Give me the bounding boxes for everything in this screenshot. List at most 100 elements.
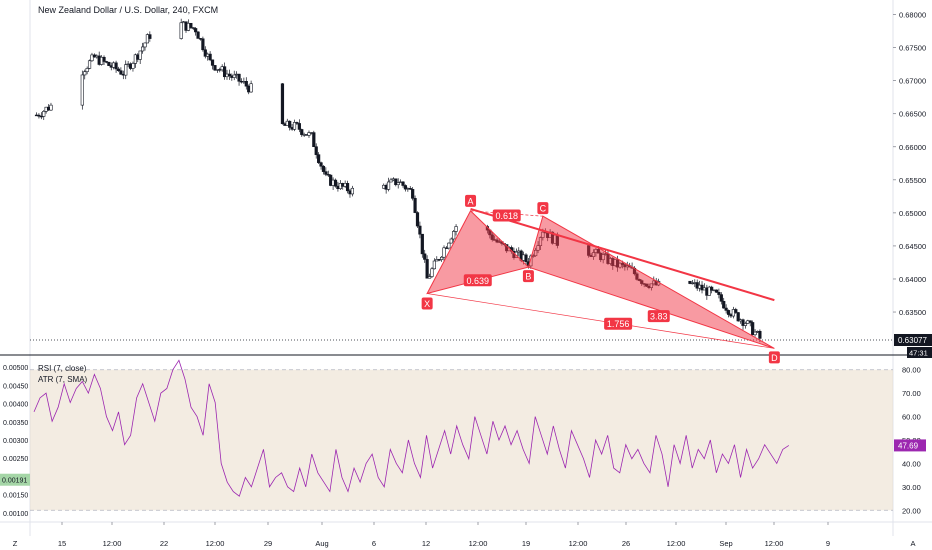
candle-body <box>734 309 738 313</box>
time-tick-label: 22 <box>160 539 168 548</box>
axes: 0.68000 0.67500 0.67000 0.66500 0.66000 0.655… <box>0 11 932 548</box>
candle-body <box>442 247 446 258</box>
atr-tick-label: 0.00500 <box>3 365 28 372</box>
candle-body <box>232 74 236 78</box>
candle-body <box>280 83 285 125</box>
candle-body <box>758 330 762 339</box>
candle-body <box>427 276 432 279</box>
last-price-box <box>894 333 932 346</box>
candle-body <box>295 122 299 124</box>
candle-body <box>42 111 46 117</box>
harmonic-pattern: X A B C D 0.639 0.618 3.83 1.756 <box>421 194 780 364</box>
candle-body <box>307 132 311 136</box>
time-tick-label: 12:00 <box>469 539 488 548</box>
ratio-bd-label-bg <box>647 310 670 323</box>
candle-body <box>37 114 41 117</box>
time-tick-label: 12:00 <box>206 539 225 548</box>
candle-body <box>717 292 721 295</box>
ratio-ac-label: 0.618 <box>492 209 521 222</box>
candle-body <box>116 68 121 72</box>
candle-body <box>688 280 692 284</box>
atr-tick-label: 0.00300 <box>3 438 28 445</box>
countdown-label: 47:31 <box>909 348 928 357</box>
candle-body <box>707 286 711 296</box>
ratio-xb-label: 0.639 <box>463 274 492 287</box>
time-tick-label: 12:00 <box>667 539 686 548</box>
rsi-tick-label: 40.00 <box>902 459 921 468</box>
point-label-b: B <box>522 270 534 283</box>
candle-body <box>317 154 321 163</box>
candle-body <box>213 65 217 71</box>
candle-body <box>141 46 145 52</box>
candle-body <box>196 31 200 39</box>
atr-tick-label: 0.00350 <box>3 420 28 427</box>
candle-body <box>208 53 212 61</box>
candle-body <box>179 22 183 39</box>
point-label-d-bg <box>768 351 780 364</box>
candle-body <box>408 188 412 190</box>
candle-body <box>314 146 318 155</box>
candle-body <box>237 73 241 82</box>
candle-body <box>413 198 417 213</box>
ratio-xb-label-text: 0.639 <box>467 276 490 286</box>
point-label-c-text: C <box>540 204 547 214</box>
price-tick-label: 0.66500 <box>899 110 926 119</box>
candle-body <box>389 179 393 183</box>
time-tick-label: 26 <box>622 539 630 548</box>
candle-body <box>524 254 528 263</box>
rsi-current-label: 47.69 <box>898 441 919 450</box>
point-label-c: C <box>537 202 549 215</box>
ratio-xd-label: 1.756 <box>604 317 633 330</box>
ratio-xd-label-bg <box>604 317 633 330</box>
time-tick-label: 29 <box>264 539 272 548</box>
chart-title: New Zealand Dollar / U.S. Dollar, 240, F… <box>38 5 218 15</box>
candle-body <box>722 301 726 309</box>
candle-body <box>743 323 748 326</box>
point-label-d: D <box>768 351 780 364</box>
candle-body <box>430 268 434 277</box>
price-tick-label: 0.65000 <box>899 209 926 218</box>
candle-body <box>114 62 118 70</box>
price-tick-label: 0.67000 <box>899 77 926 86</box>
candle-body <box>148 34 152 39</box>
candle-body <box>49 104 53 111</box>
rsi-tick-label: 60.00 <box>902 413 921 422</box>
candle-body <box>119 70 123 75</box>
time-tick-label: 19 <box>522 539 530 548</box>
candle-body <box>227 73 232 77</box>
countdown-box <box>907 346 932 358</box>
atr-current-label: 0.00191 <box>2 478 27 485</box>
candle-body <box>714 289 719 293</box>
candle-body <box>244 81 248 87</box>
candle-body <box>292 122 297 130</box>
candle-body <box>324 171 328 175</box>
atr-tick-label: 0.00100 <box>3 511 28 518</box>
candle-body <box>386 181 391 190</box>
time-tick-label: Sep <box>719 539 732 548</box>
candle-body <box>726 310 731 315</box>
candle-body <box>452 231 456 240</box>
point-label-a-text: A <box>468 196 474 206</box>
point-label-b-text: B <box>525 272 531 282</box>
candle-body <box>396 182 400 186</box>
candle-body <box>350 187 354 195</box>
ratio-ac-label-bg <box>492 209 521 222</box>
candle-body <box>300 129 304 135</box>
point-label-x: X <box>421 297 433 310</box>
price-tick-label: 0.63500 <box>899 308 926 317</box>
candle-body <box>394 178 398 186</box>
candle-body <box>222 66 227 78</box>
atr-legend: ATR (7, SMA) <box>38 375 88 384</box>
point-label-c-bg <box>537 202 549 215</box>
candle-body <box>423 253 427 260</box>
corner-left-label: Z <box>13 539 18 548</box>
ratio-xb-label-bg <box>463 274 492 287</box>
ratio-bd-label-text: 3.83 <box>650 312 668 322</box>
candle-body <box>753 331 757 336</box>
rsi-line <box>33 359 790 497</box>
price-tick-label: 0.64500 <box>899 242 926 251</box>
candle-body <box>447 242 451 249</box>
atr-tick-label: 0.00250 <box>3 456 28 463</box>
candle-body <box>736 312 740 322</box>
